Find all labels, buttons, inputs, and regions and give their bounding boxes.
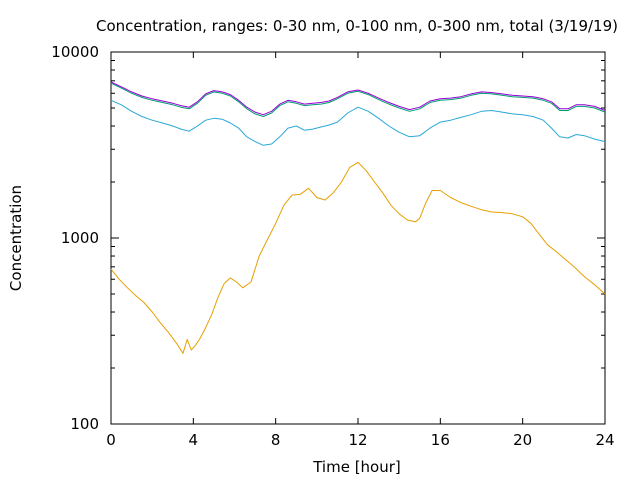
chart-title: Concentration, ranges: 0-30 nm, 0-100 nm…: [96, 17, 618, 35]
series-line-2: [110, 99, 606, 146]
x-axis-label: Time [hour]: [312, 458, 401, 476]
y-axis-label: Concentration: [7, 185, 25, 291]
x-tick-label: 16: [431, 431, 450, 449]
x-tick-label: 8: [271, 431, 281, 449]
y-tick-label: 100: [70, 415, 99, 433]
x-tick-label: 24: [595, 431, 614, 449]
y-tick-label: 10000: [51, 43, 99, 61]
axis-tick-labels: 0 4 8 12 16 20 24 100 1000 10000: [51, 43, 614, 449]
series-line-3: [110, 82, 606, 117]
series-line-1: [110, 161, 606, 354]
x-tick-label: 12: [348, 431, 367, 449]
series-layer: [110, 81, 606, 354]
x-tick-label: 20: [513, 431, 532, 449]
axis-ticks: [110, 51, 606, 425]
series-line-4: [110, 81, 606, 116]
x-tick-label: 4: [189, 431, 199, 449]
y-tick-label: 1000: [61, 229, 99, 247]
x-tick-label: 0: [106, 431, 116, 449]
